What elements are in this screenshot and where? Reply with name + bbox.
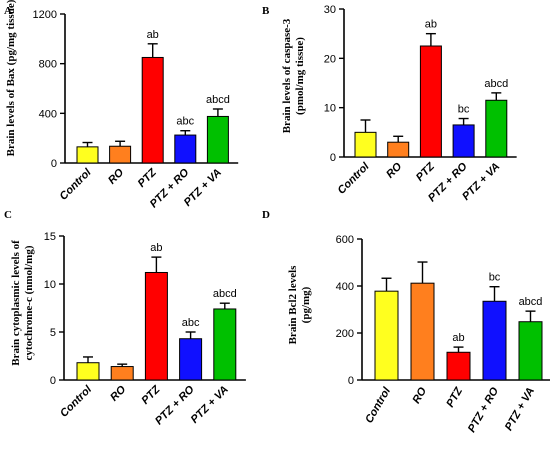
x-tick-label: Control (363, 385, 393, 426)
y-tick-label: 400 (39, 108, 57, 120)
y-tick-label: 0 (50, 375, 56, 387)
significance-label: abc (176, 116, 194, 128)
y-tick-label: 800 (39, 59, 57, 71)
bar (206, 115, 229, 164)
y-axis-label: Brain levels of Bax (pg/mg tissue) (5, 0, 17, 156)
bar (354, 131, 377, 158)
y-tick-label: 10 (44, 279, 56, 291)
bar (410, 282, 435, 381)
y-axis-label-line: Brain levels of Bax (pg/mg tissue) (5, 0, 17, 156)
x-tick-label: Control (58, 383, 95, 420)
y-tick-label: 1200 (33, 9, 57, 21)
bar (518, 321, 543, 381)
x-tick-label: PTZ (136, 166, 160, 190)
x-tick-label: PTZ + VA (503, 385, 537, 432)
y-axis-label-line: (pg/mg) (300, 286, 312, 323)
y-axis-label: Brain Bcl2 levels(pg/mg) (287, 265, 312, 345)
bar (387, 141, 410, 158)
panel-d: D Brain Bcl2 levels(pg/mg) 0 200 400 600 Contr… (262, 209, 550, 435)
significance-label: abcd (484, 78, 508, 90)
y-axis-label-line: (pmol/mg tissue) (294, 37, 306, 115)
significance-label: abcd (206, 94, 230, 106)
bar (110, 366, 134, 381)
bar (482, 300, 507, 381)
panel-b: B Brain levels of caspase-3(pmol/mg tissu… (262, 4, 517, 204)
panel-letter: B (262, 5, 270, 17)
panel-c: C Brain cytoplasmic levels ofcytochrome-c… (4, 209, 246, 427)
significance-label: abcd (213, 288, 237, 300)
y-axis-label-line: cytochrome-c (nmol/mg) (23, 245, 35, 360)
significance-label: ab (150, 242, 162, 254)
panel-letter: A (4, 5, 12, 17)
y-axis-label: Brain cytoplasmic levels ofcytochrome-c … (10, 240, 35, 366)
x-tick-label: PTZ (139, 383, 163, 407)
y-tick-label: 10 (324, 103, 336, 115)
bar (485, 99, 508, 158)
y-tick-label: 200 (336, 328, 354, 340)
y-tick-label: 20 (324, 53, 336, 65)
x-tick-label: RO (410, 385, 429, 406)
bar (374, 290, 399, 381)
bar (179, 338, 203, 381)
panel-letter: C (4, 209, 12, 221)
y-axis-label-line: Brain Bcl2 levels (287, 265, 299, 345)
bar (452, 124, 475, 158)
bar (76, 146, 99, 164)
significance-label: ab (452, 332, 464, 344)
panel-letter: D (262, 209, 270, 221)
x-tick-label: Control (335, 160, 372, 197)
x-tick-label: RO (106, 166, 126, 186)
bar (174, 134, 197, 164)
bar (141, 56, 164, 164)
bar (419, 45, 442, 158)
y-tick-label: 600 (336, 234, 354, 246)
significance-label: ab (425, 19, 437, 31)
y-tick-label: 0 (330, 152, 336, 164)
significance-label: ab (147, 29, 159, 41)
y-tick-label: 0 (51, 158, 57, 170)
y-tick-label: 15 (44, 231, 56, 243)
significance-label: bc (458, 104, 470, 116)
x-tick-label: PTZ (414, 160, 438, 184)
x-tick-label: PTZ + VA (189, 384, 231, 426)
x-tick-label: PTZ (444, 384, 465, 409)
significance-label: bc (489, 272, 501, 284)
y-tick-label: 0 (348, 375, 354, 387)
bar (109, 145, 132, 164)
x-tick-label: RO (384, 160, 404, 180)
x-tick-label: RO (108, 383, 128, 403)
y-tick-label: 30 (324, 4, 336, 16)
y-tick-label: 400 (336, 281, 354, 293)
x-tick-label: PTZ + RO (466, 385, 502, 435)
x-tick-label: Control (57, 166, 94, 203)
y-axis-label: Brain levels of caspase-3(pmol/mg tissue… (281, 18, 306, 133)
y-axis-label-line: Brain cytoplasmic levels of (10, 240, 22, 366)
significance-label: abc (182, 317, 200, 329)
bar (76, 362, 100, 381)
y-tick-label: 5 (50, 327, 56, 339)
y-axis-label-line: Brain levels of caspase-3 (281, 18, 293, 133)
significance-label: abcd (519, 296, 543, 308)
bar (144, 271, 168, 381)
bar (446, 351, 471, 381)
bar (213, 308, 237, 381)
